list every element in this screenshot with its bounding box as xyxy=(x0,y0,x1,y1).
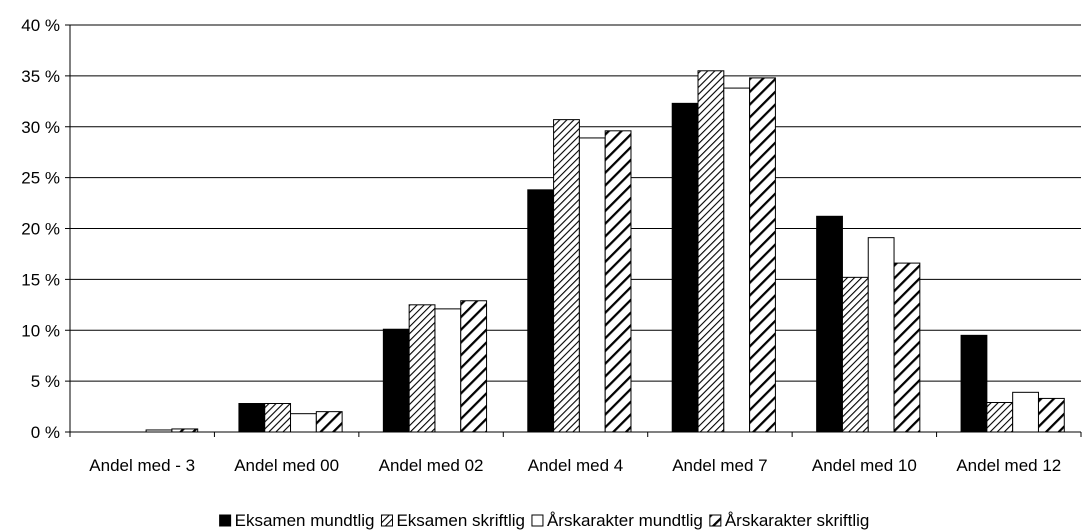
bars xyxy=(145,70,1065,433)
y-tick-label: 40 % xyxy=(21,16,60,35)
bar-eksamen-skriftlig-4 xyxy=(553,119,580,433)
bar-eksamen-skriftlig-3 xyxy=(408,304,436,433)
legend-label: Eksamen skriftlig xyxy=(396,511,524,530)
legend-item: Eksamen mundtlig xyxy=(219,511,375,530)
y-tick-label: 0 % xyxy=(31,423,60,442)
legend-item: Årskarakter skriftlig xyxy=(709,511,870,530)
legend-items: Eksamen mundtlig Eksamen skriftlig Årskara… xyxy=(219,511,870,530)
bar--rskarakter-mundtlig-5 xyxy=(723,87,751,433)
axes xyxy=(65,24,1082,437)
bar--rskarakter-mundtlig-2 xyxy=(290,413,317,433)
legend-item: Eksamen skriftlig xyxy=(380,511,525,530)
bar--rskarakter-skriftlig-6 xyxy=(893,262,921,433)
legend-item: Årskarakter mundtlig xyxy=(531,511,703,530)
legend-swatch xyxy=(709,514,722,527)
y-tick-labels: 0 % 5 % 10 % 15 % 20 % 25 % 30 % 35 % 40 % xyxy=(21,16,60,442)
bar--rskarakter-mundtlig-4 xyxy=(578,137,606,433)
bar-eksamen-mundtlig-6 xyxy=(816,215,843,433)
legend-swatch xyxy=(531,514,544,527)
bar--rskarakter-mundtlig-7 xyxy=(1012,391,1039,433)
legend-swatch xyxy=(219,514,232,527)
y-tick-label: 35 % xyxy=(21,67,60,86)
y-tick-label: 20 % xyxy=(21,220,60,239)
x-category-label: Andel med 00 xyxy=(234,456,339,475)
y-tick-label: 15 % xyxy=(21,270,60,289)
bar-eksamen-mundtlig-4 xyxy=(527,189,555,433)
bar--rskarakter-skriftlig-2 xyxy=(315,411,343,433)
bar-eksamen-mundtlig-3 xyxy=(382,328,410,433)
y-tick-label: 30 % xyxy=(21,118,60,137)
bar--rskarakter-skriftlig-5 xyxy=(749,77,776,433)
legend-label: Årskarakter skriftlig xyxy=(725,511,870,530)
legend: Eksamen mundtlig Eksamen skriftlig Årskara… xyxy=(219,511,870,530)
x-category-labels: Andel med - 3 Andel med 00 Andel med 02 And… xyxy=(89,456,1061,475)
x-category-label: Andel med 10 xyxy=(812,456,917,475)
legend-label: Eksamen mundtlig xyxy=(235,511,375,530)
legend-label: Årskarakter mundtlig xyxy=(547,511,703,530)
legend-swatch xyxy=(380,514,393,527)
x-category-label: Andel med - 3 xyxy=(89,456,195,475)
bar--rskarakter-skriftlig-7 xyxy=(1037,397,1065,433)
bar--rskarakter-mundtlig-3 xyxy=(434,308,462,433)
bar--rskarakter-skriftlig-4 xyxy=(604,130,632,433)
x-category-label: Andel med 4 xyxy=(528,456,623,475)
y-tick-label: 10 % xyxy=(21,321,60,340)
bar-eksamen-mundtlig-2 xyxy=(238,403,266,433)
y-tick-label: 25 % xyxy=(21,169,60,188)
bar-eksamen-mundtlig-7 xyxy=(960,334,988,433)
y-tick-label: 5 % xyxy=(31,372,60,391)
bar-eksamen-skriftlig-7 xyxy=(986,401,1014,433)
x-category-label: Andel med 7 xyxy=(672,456,767,475)
bar--rskarakter-mundtlig-6 xyxy=(867,237,895,433)
x-category-label: Andel med 02 xyxy=(379,456,484,475)
x-category-label: Andel med 12 xyxy=(956,456,1061,475)
bar-eksamen-skriftlig-6 xyxy=(841,276,869,433)
bar-eksamen-mundtlig-5 xyxy=(671,102,699,433)
bar--rskarakter-skriftlig-3 xyxy=(460,300,488,433)
bar-eksamen-skriftlig-2 xyxy=(264,403,292,433)
bar-eksamen-skriftlig-5 xyxy=(697,70,725,433)
